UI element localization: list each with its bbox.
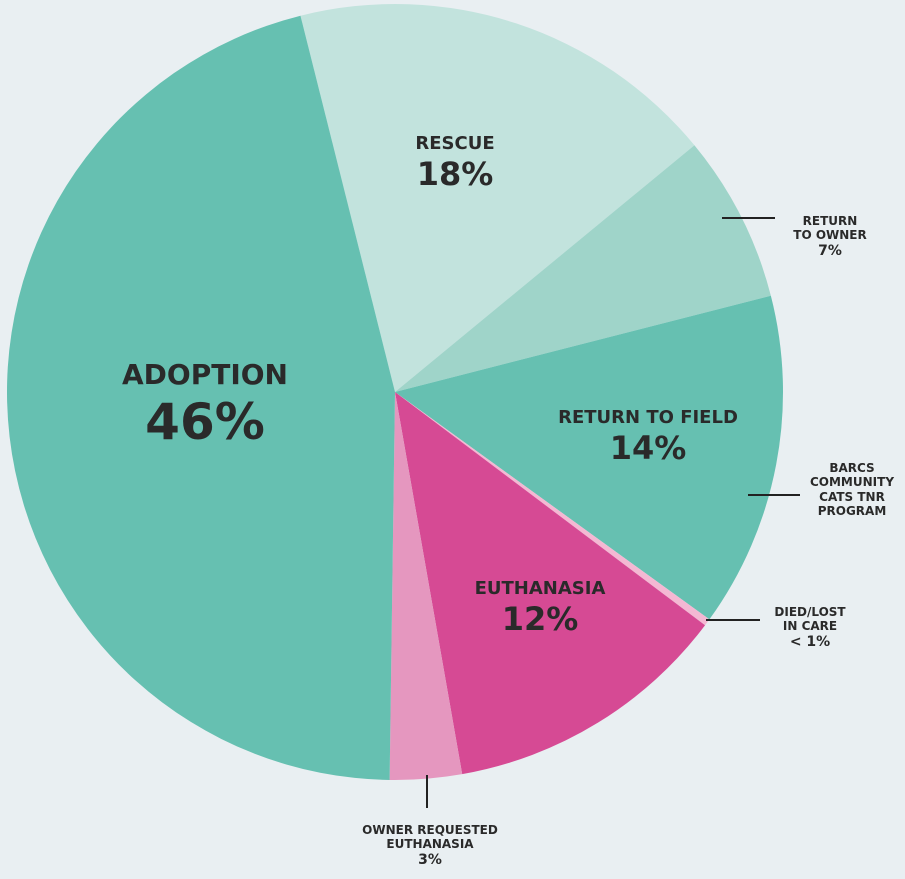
pie-slice	[300, 3, 695, 392]
slice-value: 7%	[818, 242, 842, 259]
slice-value: < 1%	[789, 633, 831, 650]
slice-name: RESCUE	[415, 133, 495, 155]
slice-label: RESCUE 18%	[415, 133, 494, 193]
pie-slice	[395, 392, 706, 775]
slice-label: EUTHANASIA 12%	[475, 578, 606, 638]
slice-value: 18%	[416, 154, 494, 193]
slice-label: OWNER REQUESTED EUTHANASIA 3%	[362, 823, 498, 869]
slice-label: RETURN TO FIELD 14%	[558, 407, 738, 467]
pie-slice	[395, 145, 771, 392]
slice-label: ADOPTION 46%	[122, 358, 288, 452]
slice-name: ADOPTION	[122, 358, 288, 392]
pie-slice	[6, 15, 395, 780]
pie-slice	[395, 392, 710, 626]
slice-name: EUTHANASIA	[474, 578, 606, 600]
slice-value: 3%	[418, 851, 442, 868]
slice-value: 14%	[609, 428, 687, 467]
slice-name: OWNER REQUESTED EUTHANASIA	[362, 823, 498, 852]
slice-value: 12%	[501, 599, 579, 638]
pie-slice	[389, 392, 463, 781]
slice-value: 46%	[145, 392, 265, 451]
annotation: BARCS COMMUNITY CATS TNR PROGRAM	[809, 461, 895, 519]
slice-label: RETURN TO OWNER 7%	[793, 214, 866, 260]
slice-name: DIED/LOST IN CARE	[774, 605, 846, 634]
slice-name: RETURN TO OWNER	[793, 214, 867, 243]
slice-label: DIED/LOST IN CARE < 1%	[774, 605, 845, 651]
slice-name: RETURN TO FIELD	[558, 407, 738, 429]
pie-slice	[395, 295, 783, 620]
